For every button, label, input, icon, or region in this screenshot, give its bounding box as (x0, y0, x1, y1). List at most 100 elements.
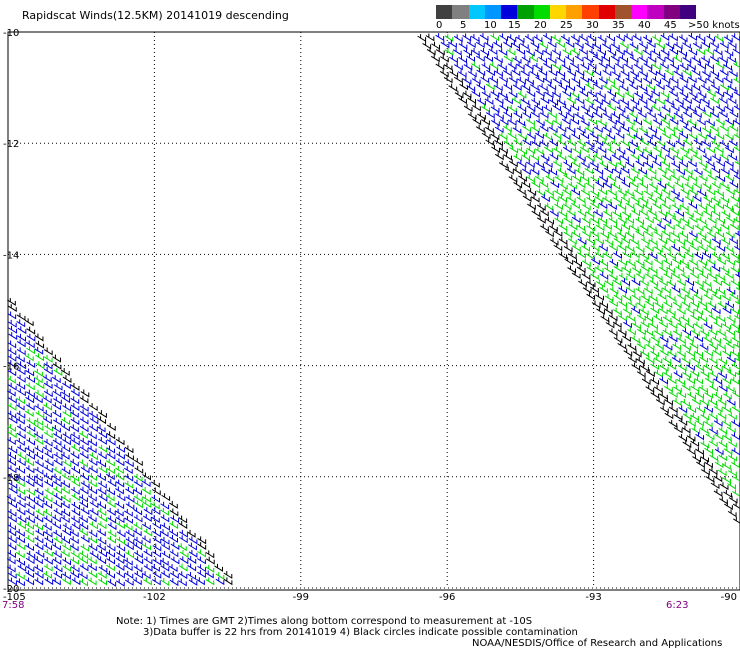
wind-barb (462, 76, 472, 85)
wind-barb (466, 54, 476, 62)
wind-barb (597, 104, 607, 113)
wind-barb (598, 61, 608, 69)
wind-barb (561, 132, 571, 141)
wind-barb (88, 403, 98, 412)
wind-barb (698, 160, 708, 169)
wind-barb (608, 216, 618, 225)
wind-barb (535, 75, 545, 84)
wind-barb (134, 465, 144, 474)
wind-barb (697, 230, 707, 239)
wind-barb (497, 62, 507, 71)
wind-barb (584, 97, 594, 106)
lat-label: -12 (3, 139, 19, 150)
wind-barb (79, 416, 89, 425)
wind-barb (734, 299, 740, 305)
wind-barb (660, 90, 670, 99)
wind-barb (633, 62, 643, 71)
wind-barb (79, 578, 88, 587)
wind-barb (652, 132, 662, 141)
wind-barb (557, 138, 567, 147)
wind-barb (595, 292, 604, 301)
wind-barb (639, 181, 649, 190)
wind-barb (725, 187, 735, 196)
wind-barb (638, 125, 648, 134)
wind-barb (665, 166, 675, 174)
wind-barb (627, 342, 637, 351)
wind-barb (538, 68, 548, 77)
wind-barb (711, 236, 721, 245)
wind-barb (687, 405, 697, 414)
wind-barb (687, 75, 697, 84)
wind-barb (169, 535, 179, 543)
wind-barb (7, 542, 17, 551)
wind-barb (490, 89, 500, 98)
wind-barb (6, 494, 16, 503)
wind-barb (591, 300, 601, 309)
wind-barb (549, 223, 558, 232)
wind-barb (729, 180, 739, 189)
wind-barb (80, 389, 90, 398)
wind-barb (687, 104, 696, 113)
wind-barb (530, 194, 540, 203)
wind-barb (648, 125, 657, 134)
wind-barb (62, 437, 71, 446)
wind-barb (590, 285, 599, 293)
wind-barb (61, 423, 70, 432)
wind-barb (70, 556, 79, 565)
wind-barb (581, 202, 591, 211)
legend-label: >50 knots (688, 20, 740, 31)
wind-barb (731, 419, 740, 428)
wind-barb (613, 250, 622, 259)
wind-barb (53, 529, 62, 538)
wind-barb (690, 369, 700, 378)
wind-barb (579, 89, 589, 98)
wind-barb (734, 159, 740, 166)
wind-barb (170, 570, 179, 579)
wind-barb (731, 447, 740, 456)
wind-barb (735, 370, 740, 376)
wind-barb (15, 528, 25, 537)
wind-barb (98, 514, 108, 523)
wind-barb (576, 153, 586, 162)
wind-barb (698, 202, 707, 211)
wind-barb (525, 159, 535, 168)
wind-barb (70, 437, 80, 446)
wind-barb (706, 132, 716, 141)
wind-barb (519, 41, 529, 50)
wind-barb (598, 76, 608, 85)
wind-barb (626, 258, 636, 267)
wind-barb (485, 125, 494, 134)
wind-barb (471, 89, 481, 98)
wind-barb (708, 286, 717, 295)
wind-barb (621, 222, 630, 231)
wind-barb (706, 257, 716, 266)
wind-barb (726, 286, 736, 295)
wind-barb (729, 110, 739, 118)
wind-barb (531, 180, 541, 189)
wind-barb (106, 451, 116, 460)
wind-barb (106, 437, 116, 446)
wind-barb (602, 180, 612, 189)
wind-barb (732, 502, 740, 509)
wind-barb (640, 363, 649, 372)
wind-barb (726, 398, 736, 407)
wind-barb (718, 55, 728, 64)
wind-barb (657, 292, 667, 300)
wind-barb (653, 285, 663, 293)
wind-barb (613, 195, 622, 204)
wind-barb (35, 508, 45, 517)
wind-barb (125, 529, 135, 538)
wind-barb (646, 110, 656, 119)
wind-barb (728, 439, 737, 448)
wind-barb (530, 110, 540, 119)
wind-barb (588, 145, 598, 154)
wind-barb (170, 542, 180, 550)
wind-barb (7, 311, 17, 320)
legend-swatch (598, 5, 615, 19)
wind-barb (635, 271, 645, 280)
wind-barb (562, 89, 571, 98)
wind-barb (716, 314, 726, 323)
wind-barb (16, 367, 26, 376)
wind-barb (62, 571, 71, 580)
wind-barb (503, 152, 512, 161)
